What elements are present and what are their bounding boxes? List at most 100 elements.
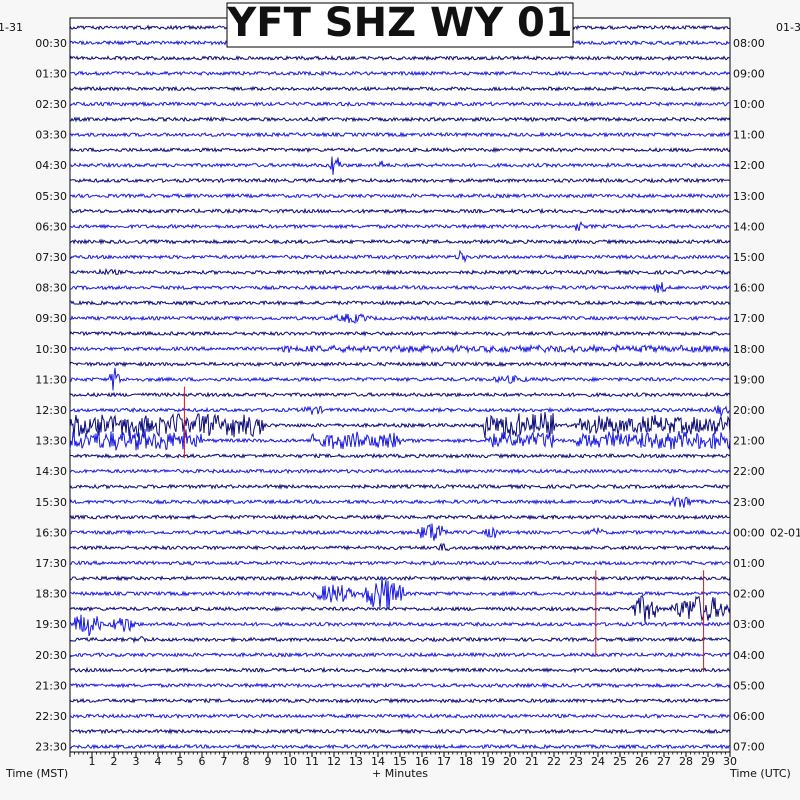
x-tick-label: 8 (243, 755, 250, 768)
trace-line (69, 495, 731, 508)
trace-line (69, 100, 731, 108)
left-hour-label: 03:30 (35, 129, 67, 142)
trace-line (69, 330, 731, 337)
x-tick-label: 15 (393, 755, 407, 768)
x-tick-label: 22 (547, 755, 561, 768)
trace-line (69, 452, 731, 459)
trace-line (70, 192, 731, 199)
x-tick-label: 7 (221, 755, 228, 768)
x-tick-label: 13 (349, 755, 363, 768)
trace-line (69, 743, 731, 750)
left-hour-label: 01:30 (35, 67, 67, 80)
left-hour-label: 11:30 (35, 373, 67, 386)
left-hour-label: 21:30 (35, 679, 67, 692)
left-hour-label: 10:30 (35, 343, 67, 356)
left-hour-label: 20:30 (35, 649, 67, 662)
trace-line (69, 636, 731, 644)
traces-group (69, 24, 731, 750)
trace-line (69, 267, 731, 276)
x-tick-label: 10 (283, 755, 297, 768)
x-tick-label: 27 (657, 755, 671, 768)
left-hour-label: 13:30 (35, 435, 67, 448)
right-hour-labels: 08:00 09:00 10:00 11:00 12:00 13:00 14:00 15:00… (733, 37, 800, 754)
right-hour-label: 04:00 (733, 649, 765, 662)
trace-line (69, 207, 731, 215)
plot-area (69, 17, 731, 753)
trace-line (69, 131, 731, 138)
right-axis-label: Time (UTC) (729, 767, 791, 780)
right-hour-label: 23:00 (733, 496, 765, 509)
x-tick-label: 23 (569, 755, 583, 768)
x-tick-label: 26 (635, 755, 649, 768)
trace-line (69, 299, 731, 307)
trace-line (69, 360, 731, 368)
left-hour-label: 14:30 (35, 465, 67, 478)
left-hour-label: 04:30 (35, 159, 67, 172)
left-hour-label: 09:30 (35, 312, 67, 325)
trace-line (69, 343, 731, 354)
left-hour-label: 23:30 (35, 741, 67, 754)
trace-line (69, 428, 731, 451)
left-hour-label: 15:30 (35, 496, 67, 509)
x-tick-label: 9 (265, 755, 272, 768)
trace-line (69, 412, 731, 440)
x-ticks-group: 1 2 3 4 5 6 7 8 9 10 11 12 13 14 15 16 17 18 19 20 21 22 23 24 2… (69, 752, 737, 768)
trace-line (69, 523, 731, 541)
left-axis-label: Time (MST) (5, 767, 68, 780)
x-tick-label: 29 (701, 755, 715, 768)
x-axis-label: + Minutes (372, 767, 428, 780)
x-tick-label: 6 (199, 755, 206, 768)
x-tick-label: 30 (723, 755, 737, 768)
right-hour-label: 20:00 (733, 404, 765, 417)
right-hour-label: 10:00 (733, 98, 765, 111)
left-hour-label: 08:30 (35, 282, 67, 295)
trace-line (69, 712, 731, 720)
left-hour-label: 16:30 (35, 526, 67, 539)
trace-line (69, 542, 731, 552)
trace-line (69, 651, 731, 658)
left-hour-label: 17:30 (35, 557, 67, 570)
trace-line (69, 697, 731, 704)
right-hour-label: 00:00 (733, 526, 765, 539)
right-hour-label: 16:00 (733, 282, 765, 295)
trace-line (69, 468, 731, 475)
right-hour-label: 11:00 (733, 129, 765, 142)
trace-line (69, 577, 731, 611)
title-box (226, 2, 574, 48)
trace-line (69, 54, 731, 62)
left-hour-label: 18:30 (35, 588, 67, 601)
right-hour-label: 06:00 (733, 710, 765, 723)
left-hour-labels: 00:30 01:30 02:30 03:30 04:30 05:30 06:30 07:30… (35, 37, 67, 754)
trace-line (69, 85, 731, 92)
right-hour-label: 13:00 (733, 190, 765, 203)
x-tick-label: 14 (371, 755, 385, 768)
right-hour-label: 15:00 (733, 251, 765, 264)
x-tick-label: 19 (481, 755, 495, 768)
x-tick-label: 24 (591, 755, 605, 768)
x-tick-label: 28 (679, 755, 693, 768)
x-tick-label: 11 (305, 755, 319, 768)
trace-line (69, 595, 731, 623)
trace-line (69, 156, 731, 175)
trace-line (69, 238, 731, 246)
x-tick-label: 17 (437, 755, 451, 768)
x-tick-label: 18 (459, 755, 473, 768)
x-tick-label: 21 (525, 755, 539, 768)
right-date-change-label: 02-01 (770, 526, 800, 539)
trace-line (69, 249, 731, 264)
x-tick-label: 3 (133, 755, 140, 768)
trace-line (69, 666, 731, 674)
right-hour-label: 05:00 (733, 679, 765, 692)
trace-line (69, 575, 731, 582)
trace-line (69, 115, 731, 123)
right-hour-label: 02:00 (733, 588, 765, 601)
trace-line (69, 146, 731, 154)
trace-line (69, 405, 731, 418)
left-hour-label: 06:30 (35, 220, 67, 233)
right-hour-label: 19:00 (733, 373, 765, 386)
right-hour-label: 21:00 (733, 435, 765, 448)
x-tick-label: 20 (503, 755, 517, 768)
trace-line (69, 682, 731, 689)
